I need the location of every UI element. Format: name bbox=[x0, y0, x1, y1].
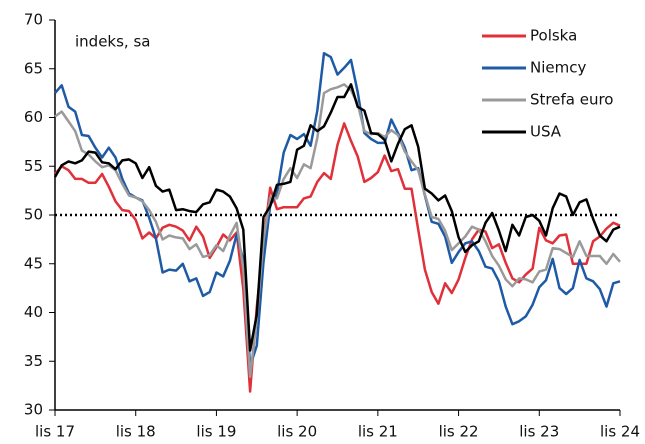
x-tick-label: lis 22 bbox=[439, 423, 479, 441]
x-tick-label: lis 20 bbox=[277, 423, 317, 441]
legend-label: Strefa euro bbox=[530, 91, 613, 109]
line-series bbox=[54, 51, 621, 368]
x-tick-label: lis 24 bbox=[600, 423, 640, 441]
legend-label: USA bbox=[530, 123, 562, 141]
x-tick-label: lis 23 bbox=[519, 423, 559, 441]
legend-label: Polska bbox=[530, 27, 577, 45]
x-tick-label: lis 17 bbox=[35, 423, 75, 441]
line-series bbox=[54, 83, 621, 379]
y-tick-label: 60 bbox=[24, 108, 43, 126]
line-series bbox=[54, 122, 621, 393]
y-tick-label: 55 bbox=[24, 157, 43, 175]
y-tick-label: 35 bbox=[24, 352, 43, 370]
x-tick-label: lis 21 bbox=[358, 423, 398, 441]
y-tick-label: 40 bbox=[24, 303, 43, 321]
y-tick-label: 45 bbox=[24, 254, 43, 272]
annotation: indeks, sa bbox=[75, 33, 150, 51]
legend-label: Niemcy bbox=[530, 59, 586, 77]
y-tick-label: 65 bbox=[24, 59, 43, 77]
y-tick-label: 70 bbox=[24, 11, 43, 29]
y-tick-label: 50 bbox=[24, 206, 43, 224]
x-tick-label: lis 19 bbox=[196, 423, 236, 441]
line-series bbox=[53, 83, 621, 352]
x-tick-label: lis 18 bbox=[116, 423, 156, 441]
y-tick-label: 30 bbox=[24, 401, 43, 419]
